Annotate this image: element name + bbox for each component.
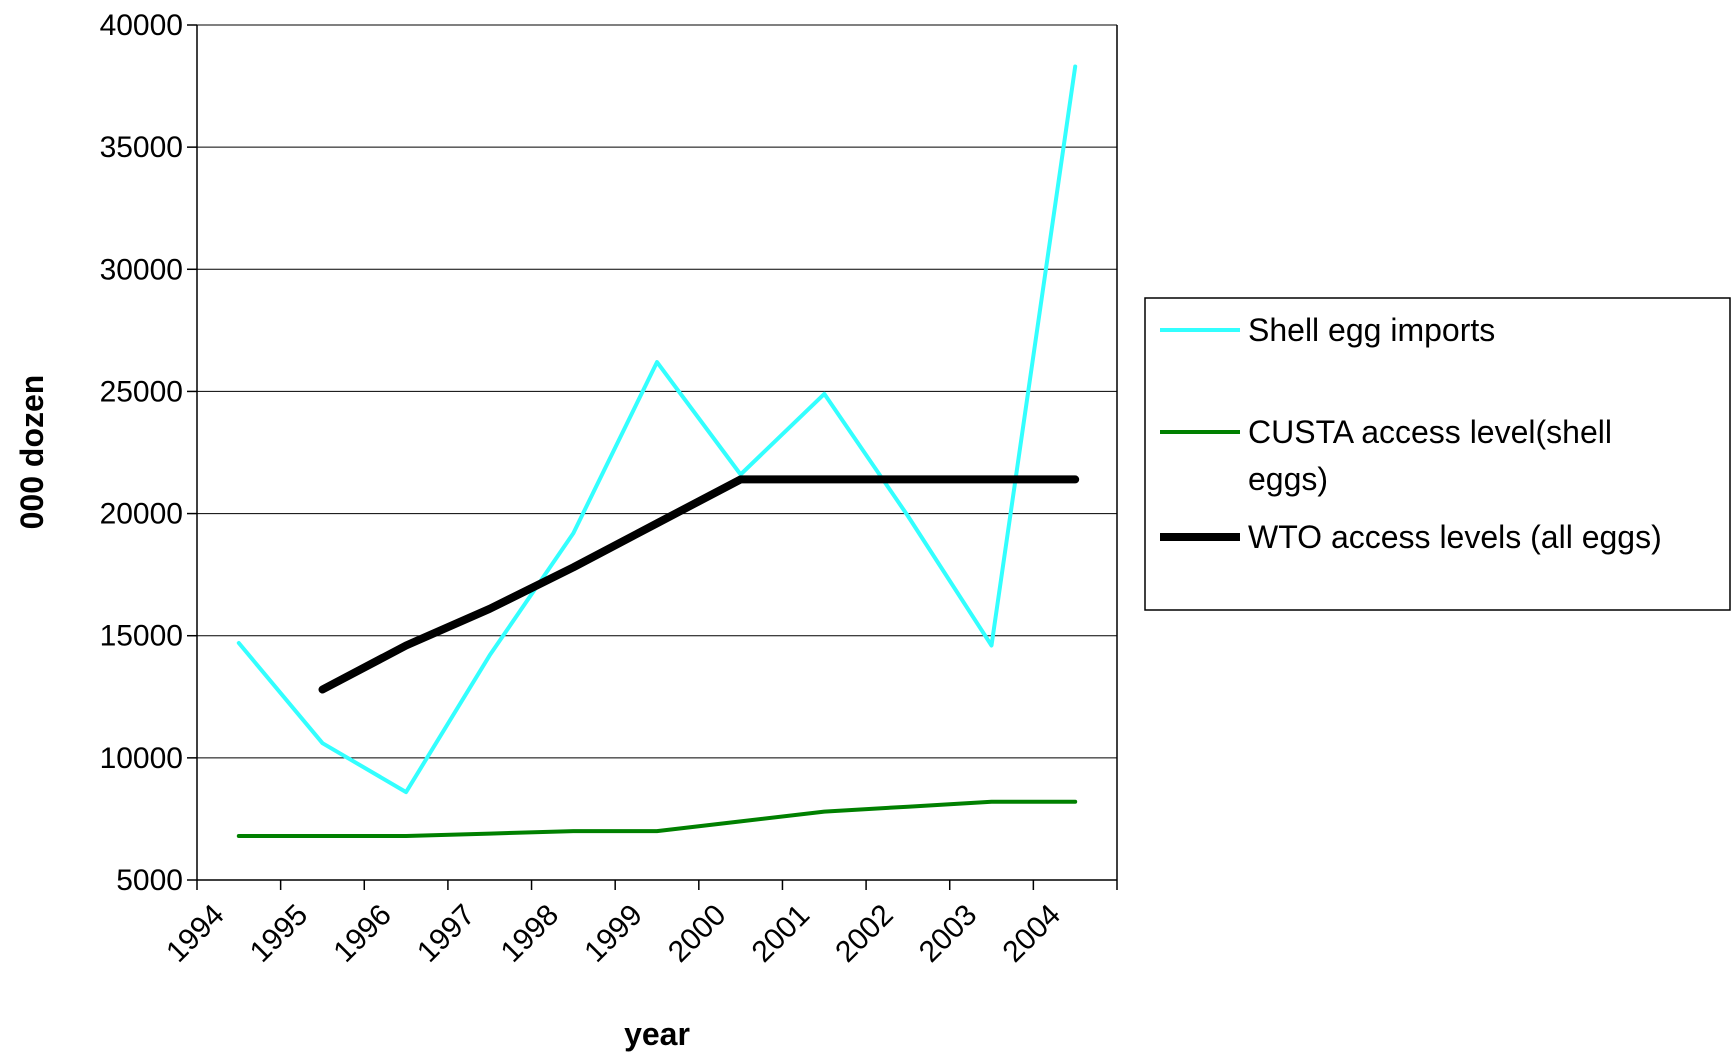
series-line-3 bbox=[323, 479, 1076, 689]
x-tick-label: 2001 bbox=[746, 898, 817, 969]
tick-labels: 5000 10000 15000 20000 25000 30000 35000 40000 1… bbox=[100, 9, 1067, 969]
x-tick-label: 2000 bbox=[662, 898, 733, 969]
y-tick-label: 15000 bbox=[100, 620, 183, 653]
x-axis-title: year bbox=[624, 1016, 690, 1052]
y-axis-title: 000 dozen bbox=[14, 375, 50, 530]
x-tick-label: 1999 bbox=[578, 898, 649, 969]
legend-label-1: Shell egg imports bbox=[1248, 312, 1495, 348]
series-line-2 bbox=[239, 802, 1075, 836]
x-tick-label: 2002 bbox=[829, 898, 900, 969]
x-tick-label: 1994 bbox=[160, 898, 231, 969]
series-lines bbox=[239, 66, 1076, 836]
x-tick-label: 1996 bbox=[327, 898, 398, 969]
x-tick-label: 1998 bbox=[495, 898, 566, 969]
grid-lines bbox=[197, 25, 1117, 758]
y-tick-label: 10000 bbox=[100, 742, 183, 775]
legend-label-3: WTO access levels (all eggs) bbox=[1248, 519, 1662, 555]
x-tick-label: 1995 bbox=[244, 898, 315, 969]
axes bbox=[187, 25, 1117, 890]
y-tick-label: 35000 bbox=[100, 131, 183, 164]
y-tick-label: 30000 bbox=[100, 253, 183, 286]
series-line-1 bbox=[239, 67, 1075, 793]
x-tick-label: 2004 bbox=[996, 898, 1067, 969]
y-tick-label: 20000 bbox=[100, 498, 183, 531]
y-tick-label: 40000 bbox=[100, 9, 183, 42]
x-tick-label: 2003 bbox=[913, 898, 984, 969]
y-tick-label: 25000 bbox=[100, 375, 183, 408]
y-tick-label: 5000 bbox=[116, 864, 183, 897]
x-tick-label: 1997 bbox=[411, 898, 482, 969]
